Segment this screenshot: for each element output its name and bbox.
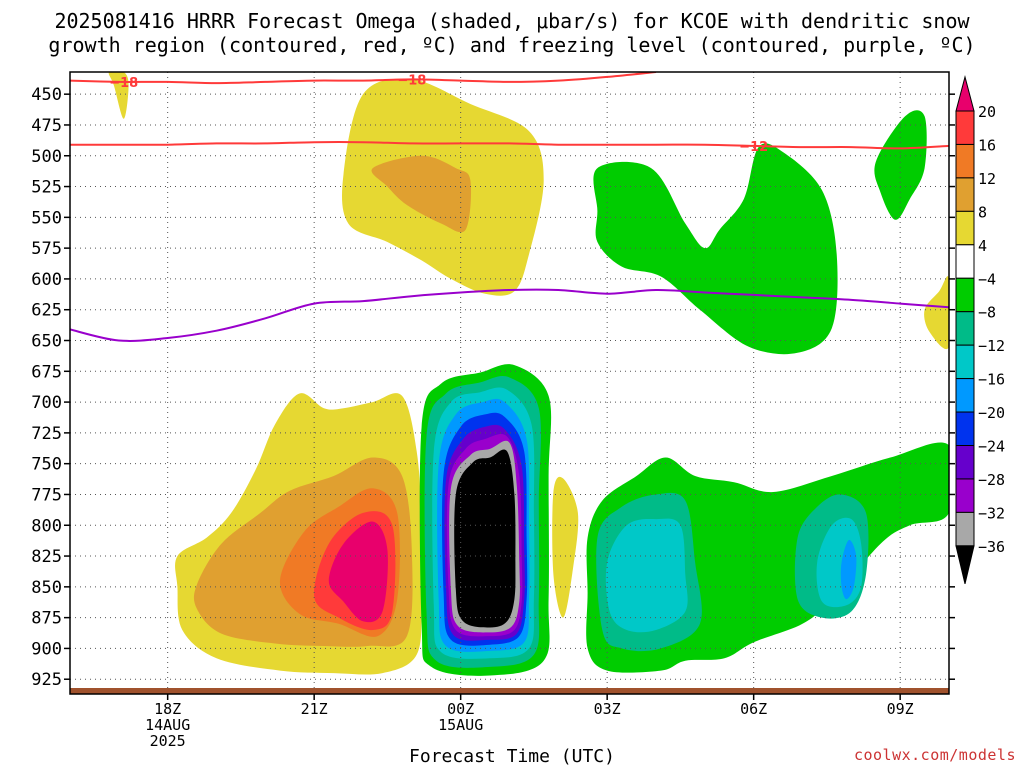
colorbar-tick-label: −16: [978, 371, 1005, 389]
colorbar-swatch: [955, 277, 975, 313]
x-tick-label: 00Z: [447, 700, 474, 718]
colorbar-legend: 20 16 12 8 4 −4 −8 −12 −16 −20 −24 −28 −32 −36: [955, 75, 1005, 584]
colorbar-tick-label: 8: [978, 203, 987, 221]
omega-region-24: [605, 518, 688, 633]
colorbar-tick-label: −12: [978, 337, 1005, 355]
contour-label: −18: [109, 76, 138, 91]
colorbar-swatch: [955, 411, 975, 446]
colorbar-cap-bottom: [955, 545, 975, 584]
colorbar-tick-label: −20: [978, 404, 1005, 422]
y-tick-label: 525: [31, 178, 62, 198]
colorbar-swatch: [955, 210, 975, 246]
colorbar-swatch: [955, 244, 975, 279]
contour-line-0: [70, 72, 657, 85]
colorbar-tick-label: 16: [978, 136, 996, 154]
x-tick-label: 06Z: [740, 700, 767, 718]
omega-region-0: [108, 72, 129, 119]
y-tick-label: 850: [31, 578, 62, 598]
y-tick-label: 500: [31, 147, 62, 167]
x-axis-title: Forecast Time (UTC): [409, 746, 615, 767]
source-credit: coolwx.com/models: [853, 746, 1016, 764]
x-tick-label: 09Z: [887, 700, 914, 718]
chart-title-line-2: growth region (contoured, red, ºC) and f…: [48, 33, 976, 57]
x-tick-label: 15AUG: [438, 716, 483, 734]
y-tick-label: 625: [31, 301, 62, 321]
contour-line-2: [70, 288, 949, 342]
y-tick-label: 725: [31, 424, 62, 444]
omega-region-26: [840, 539, 857, 600]
ground-strip: [70, 688, 949, 694]
colorbar-tick-label: −8: [978, 304, 996, 322]
colorbar-cap-top: [955, 75, 975, 112]
y-tick-label: 575: [31, 239, 62, 259]
contour-label: −12: [739, 140, 768, 155]
colorbar-tick-label: −32: [978, 504, 1005, 522]
grid-lines: [70, 72, 949, 694]
x-tick-label: 21Z: [301, 700, 328, 718]
y-axis: 450 475 500 525 550 575 600 625 650 675 700 725 750 7…: [31, 85, 955, 690]
colorbar-tick-label: 12: [978, 170, 996, 188]
x-tick-label: 18Z: [154, 700, 181, 718]
chart-title-line-1: 2025081416 HRRR Forecast Omega (shaded, …: [54, 9, 970, 33]
temperature-contours: −18 −18 −12: [70, 72, 949, 342]
y-tick-label: 750: [31, 455, 62, 475]
colorbar-swatch: [955, 110, 975, 145]
omega-region-3: [593, 143, 838, 355]
x-tick-label: 03Z: [594, 700, 621, 718]
colorbar-tick-label: 4: [978, 237, 987, 255]
y-tick-label: 825: [31, 547, 62, 567]
colorbar-swatch: [955, 344, 975, 380]
omega-region-2: [371, 155, 472, 233]
colorbar-swatch: [955, 378, 975, 413]
x-tick-label: 2025: [150, 732, 186, 750]
colorbar-swatch: [955, 478, 975, 513]
x-tick-label: 14AUG: [145, 716, 190, 734]
colorbar-tick-label: −36: [978, 538, 1005, 556]
omega-region-20: [454, 449, 516, 628]
y-tick-label: 925: [31, 670, 62, 690]
y-tick-label: 550: [31, 208, 62, 228]
omega-region-11: [552, 476, 579, 618]
colorbar-swatch: [955, 177, 975, 212]
contour-line-1: [70, 141, 949, 150]
omega-region-4: [874, 110, 927, 220]
y-tick-label: 475: [31, 116, 62, 136]
y-tick-label: 650: [31, 332, 62, 352]
colorbar-swatch: [955, 143, 975, 179]
omega-region-5: [924, 276, 949, 349]
y-tick-label: 800: [31, 516, 62, 536]
y-tick-label: 700: [31, 393, 62, 413]
plot-frame: [69, 71, 950, 695]
omega-region-10: [328, 521, 388, 623]
y-tick-label: 450: [31, 85, 62, 105]
colorbar-swatch: [955, 445, 975, 480]
y-tick-label: 675: [31, 362, 62, 382]
colorbar-swatch: [955, 511, 975, 547]
colorbar-tick-label: −24: [978, 438, 1005, 456]
omega-shaded-regions: [108, 72, 949, 676]
colorbar-tick-label: 20: [978, 103, 996, 121]
colorbar-swatch: [955, 311, 975, 346]
colorbar-tick-label: −4: [978, 270, 996, 288]
colorbar-tick-label: −28: [978, 471, 1005, 489]
y-tick-label: 875: [31, 609, 62, 629]
contour-label: −18: [397, 73, 426, 88]
y-tick-label: 775: [31, 485, 62, 505]
y-tick-label: 900: [31, 639, 62, 659]
y-tick-label: 600: [31, 270, 62, 290]
